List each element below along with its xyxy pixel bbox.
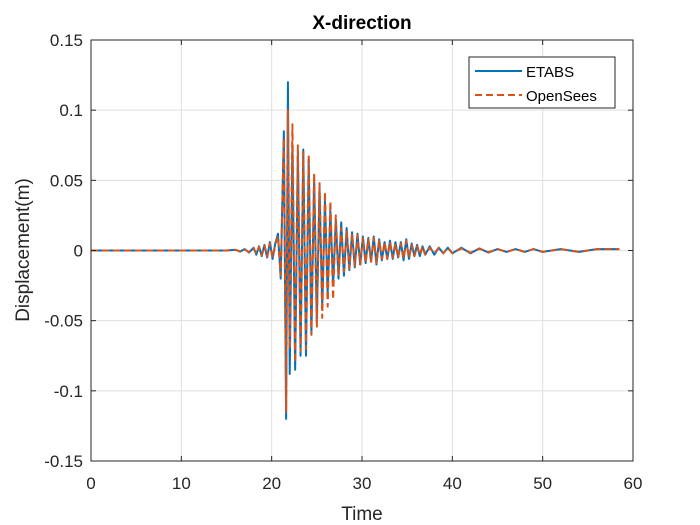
- legend-box: [468, 56, 616, 109]
- x-tick-label: 40: [443, 474, 462, 493]
- x-tick-label: 30: [353, 474, 372, 493]
- y-tick-label: 0.15: [50, 31, 83, 50]
- y-tick-label: -0.1: [54, 382, 83, 401]
- x-tick-label: 0: [86, 474, 95, 493]
- x-tick-label: 10: [172, 474, 191, 493]
- y-tick-label: 0: [74, 242, 83, 261]
- y-axis-label: Displacement(m): [13, 178, 34, 322]
- x-axis-label: Time: [341, 504, 383, 525]
- series-layer: [91, 81, 620, 420]
- legend-label-opensees: OpenSees: [526, 88, 597, 105]
- legend: ETABS OpenSees: [468, 56, 616, 109]
- series-line-opensees: [91, 109, 620, 413]
- legend-label-etabs: ETABS: [526, 64, 574, 81]
- chart-title: X-direction: [312, 13, 411, 34]
- ticks: [90, 39, 634, 462]
- y-tick-label: -0.15: [44, 452, 83, 471]
- tick-labels: 0 10 20 30 40 50 60 -0.15 -0.1 -0.05 0 0.05 0.1 0.15: [44, 31, 642, 493]
- x-tick-label: 20: [262, 474, 281, 493]
- y-tick-label: 0.1: [59, 101, 83, 120]
- y-tick-label: -0.05: [44, 312, 83, 331]
- x-tick-label: 50: [533, 474, 552, 493]
- x-tick-label: 60: [624, 474, 643, 493]
- y-tick-label: 0.05: [50, 171, 83, 190]
